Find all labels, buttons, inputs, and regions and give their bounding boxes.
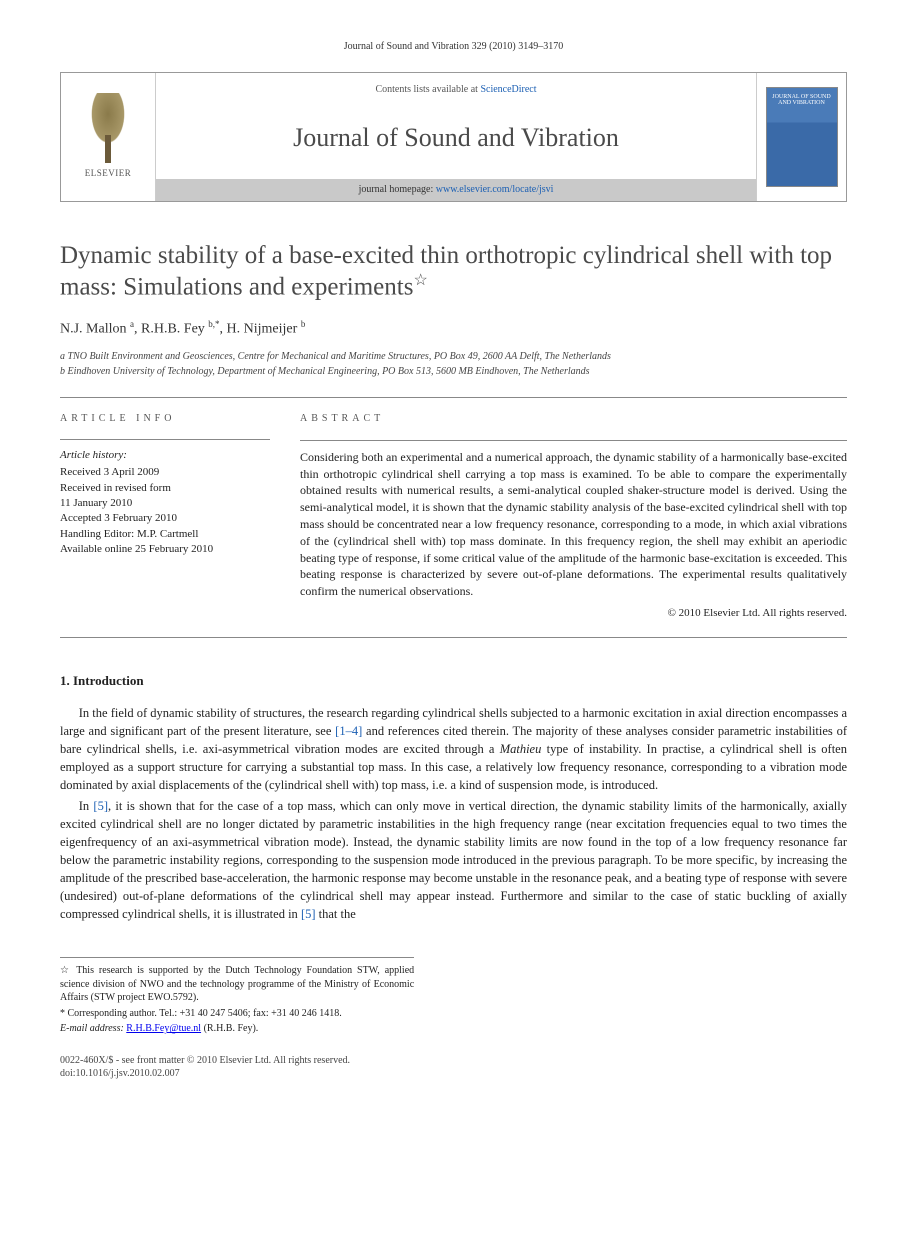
- footnote-corresponding: * Corresponding author. Tel.: +31 40 247…: [60, 1007, 414, 1021]
- info-abstract-row: ARTICLE INFO Article history: Received 3…: [60, 398, 847, 638]
- abstract-heading: ABSTRACT: [300, 412, 847, 426]
- fn2-marker: *: [60, 1008, 68, 1019]
- p1-mathieu: Mathieu: [500, 742, 542, 756]
- header-center: Contents lists available at ScienceDirec…: [156, 73, 756, 201]
- elsevier-logo: ELSEVIER: [61, 73, 156, 201]
- history-accepted: Accepted 3 February 2010: [60, 511, 270, 526]
- article-info-block: ARTICLE INFO Article history: Received 3…: [60, 412, 270, 622]
- author-2-affil: b,*: [208, 319, 219, 329]
- footnote-funding: ☆ This research is supported by the Dutc…: [60, 964, 414, 1005]
- fn1-marker: ☆: [60, 965, 76, 976]
- article-title: Dynamic stability of a base-excited thin…: [60, 240, 847, 303]
- rule-bottom: [60, 637, 847, 638]
- article-info-heading: ARTICLE INFO: [60, 412, 270, 426]
- history-received: Received 3 April 2009: [60, 465, 270, 480]
- affiliations: a TNO Built Environment and Geosciences,…: [60, 350, 847, 379]
- p2c: that the: [316, 907, 356, 921]
- abstract-copyright: © 2010 Elsevier Ltd. All rights reserved…: [300, 606, 847, 621]
- title-footnote-marker: ☆: [413, 272, 427, 289]
- intro-para-2: In [5], it is shown that for the case of…: [60, 797, 847, 924]
- history-editor: Handling Editor: M.P. Cartmell: [60, 527, 270, 542]
- ref-link-1-4[interactable]: [1–4]: [335, 724, 362, 738]
- journal-cover-thumb: JOURNAL OF SOUND AND VIBRATION: [756, 73, 846, 201]
- intro-para-1: In the field of dynamic stability of str…: [60, 704, 847, 795]
- homepage-prefix: journal homepage:: [359, 184, 436, 195]
- author-2: , R.H.B. Fey: [134, 322, 208, 337]
- footnotes-block: ☆ This research is supported by the Dutc…: [60, 957, 414, 1036]
- history-label: Article history:: [60, 448, 270, 463]
- fn1-text: This research is supported by the Dutch …: [60, 965, 414, 1003]
- author-1: N.J. Mallon: [60, 322, 130, 337]
- author-3: , H. Nijmeijer: [220, 322, 301, 337]
- homepage-link[interactable]: www.elsevier.com/locate/jsvi: [436, 184, 554, 195]
- fn3-label: E-mail address:: [60, 1023, 126, 1034]
- fn3-tail: (R.H.B. Fey).: [201, 1023, 258, 1034]
- history-revised-1: Received in revised form: [60, 481, 270, 496]
- issn-line: 0022-460X/$ - see front matter © 2010 El…: [60, 1054, 847, 1068]
- cover-label: JOURNAL OF SOUND AND VIBRATION: [767, 94, 837, 107]
- contents-available-line: Contents lists available at ScienceDirec…: [164, 83, 748, 97]
- journal-header-box: ELSEVIER Contents lists available at Sci…: [60, 72, 847, 202]
- section-1-heading: 1. Introduction: [60, 672, 847, 690]
- cover-image: JOURNAL OF SOUND AND VIBRATION: [766, 87, 838, 187]
- abstract-text: Considering both an experimental and a n…: [300, 449, 847, 600]
- email-link[interactable]: R.H.B.Fey@tue.nl: [126, 1023, 201, 1034]
- title-text: Dynamic stability of a base-excited thin…: [60, 242, 832, 301]
- elsevier-brand-text: ELSEVIER: [85, 167, 132, 179]
- homepage-line: journal homepage: www.elsevier.com/locat…: [156, 179, 756, 201]
- abstract-block: ABSTRACT Considering both an experimenta…: [300, 412, 847, 622]
- p2a: In: [79, 799, 94, 813]
- p2b: , it is shown that for the case of a top…: [60, 799, 847, 922]
- footer-meta: 0022-460X/$ - see front matter © 2010 El…: [60, 1054, 847, 1081]
- history-revised-2: 11 January 2010: [60, 496, 270, 511]
- journal-title: Journal of Sound and Vibration: [164, 120, 748, 155]
- elsevier-tree-icon: [80, 93, 136, 163]
- citation-line: Journal of Sound and Vibration 329 (2010…: [60, 40, 847, 54]
- ref-link-5a[interactable]: [5]: [93, 799, 108, 813]
- contents-prefix: Contents lists available at: [375, 84, 480, 95]
- ref-link-5b[interactable]: [5]: [301, 907, 316, 921]
- affiliation-b: b Eindhoven University of Technology, De…: [60, 365, 847, 379]
- affiliation-a: a TNO Built Environment and Geosciences,…: [60, 350, 847, 364]
- fn2-text: Corresponding author. Tel.: +31 40 247 5…: [68, 1008, 342, 1019]
- history-online: Available online 25 February 2010: [60, 542, 270, 557]
- author-3-affil: b: [301, 319, 306, 329]
- sciencedirect-link[interactable]: ScienceDirect: [480, 84, 536, 95]
- doi-line: doi:10.1016/j.jsv.2010.02.007: [60, 1067, 847, 1081]
- authors-line: N.J. Mallon a, R.H.B. Fey b,*, H. Nijmei…: [60, 318, 847, 340]
- footnote-email: E-mail address: R.H.B.Fey@tue.nl (R.H.B.…: [60, 1022, 414, 1036]
